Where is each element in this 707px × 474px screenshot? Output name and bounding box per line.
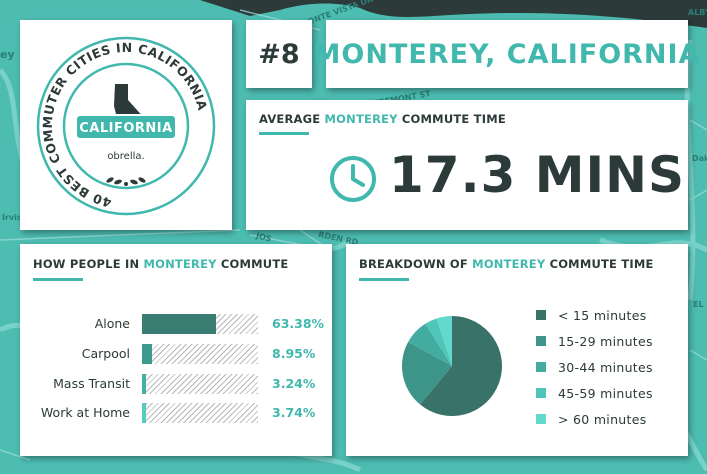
commute-mode-label: Mass Transit — [53, 376, 130, 391]
badge-ribbon-text: CALIFORNIA — [79, 121, 172, 136]
breakdown-label: BREAKDOWN OF MONTEREY COMMUTE TIME — [359, 257, 654, 271]
legend-swatch — [536, 336, 546, 346]
commute-mode-bar-track — [142, 344, 258, 364]
pie-slice — [420, 316, 502, 416]
commute-mode-label: Carpool — [81, 346, 130, 361]
rank-badge: #8 — [246, 20, 312, 88]
average-commute-card: AVERAGE MONTEREY COMMUTE TIME 17.3 MINS — [246, 100, 688, 230]
commute-mode-bar — [142, 403, 147, 423]
legend-label: 45-59 minutes — [558, 386, 653, 401]
pie-slice — [425, 318, 452, 366]
page-title: MONTEREY, CALIFORNIA — [314, 20, 699, 88]
legend-label: > 60 minutes — [558, 412, 647, 427]
legend-swatch — [536, 310, 546, 320]
street-label: ALBY — [688, 8, 707, 17]
commute-mode-bar — [142, 344, 153, 364]
label-underline — [33, 278, 83, 281]
laurel-icon — [106, 177, 146, 186]
street-label: Dak — [692, 154, 707, 163]
pie-slice — [436, 316, 452, 366]
label-underline — [359, 278, 409, 281]
commute-mode-bar-track — [142, 374, 258, 394]
brand-logo: obrella. — [107, 151, 144, 162]
legend-label: 15-29 minutes — [558, 334, 653, 349]
pie-slice — [408, 323, 452, 366]
legend-swatch — [536, 388, 546, 398]
label-underline — [259, 132, 309, 135]
commute-mode-bar — [142, 374, 146, 394]
clock-icon — [330, 156, 376, 202]
badge-card: 40 BEST COMMUTER CITIES IN CALIFORNIA CA… — [20, 20, 232, 230]
commute-mode-label: Alone — [94, 316, 130, 331]
legend-label: < 15 minutes — [558, 308, 647, 323]
average-commute-label: AVERAGE MONTEREY COMMUTE TIME — [259, 112, 506, 126]
how-commute-label: HOW PEOPLE IN MONTEREY COMMUTE — [33, 257, 289, 271]
pie-slice — [402, 341, 452, 405]
commute-mode-percent: 3.24% — [272, 376, 316, 391]
commute-mode-bar — [142, 314, 216, 334]
commute-time-pie-chart — [402, 316, 502, 416]
how-commute-card: HOW PEOPLE IN MONTEREY COMMUTE Alone 63.3… — [20, 244, 332, 456]
breakdown-card: BREAKDOWN OF MONTEREY COMMUTE TIME < 15 … — [346, 244, 688, 456]
legend-label: 30-44 minutes — [558, 360, 653, 375]
commute-mode-percent: 8.95% — [272, 346, 316, 361]
badge-seal: 40 BEST COMMUTER CITIES IN CALIFORNIA CA… — [36, 36, 216, 216]
street-label: EL — [693, 300, 704, 309]
commute-mode-percent: 63.38% — [272, 316, 325, 331]
commute-mode-bar-track — [142, 314, 258, 334]
commute-mode-bar-track — [142, 403, 258, 423]
street-label: Irvis — [2, 213, 22, 222]
legend-swatch — [536, 362, 546, 372]
legend-swatch — [536, 414, 546, 424]
commute-mode-label: Work at Home — [40, 405, 130, 420]
average-commute-value: 17.3 MINS — [389, 146, 685, 204]
street-label: ey — [0, 48, 15, 61]
commute-mode-percent: 3.74% — [272, 405, 316, 420]
